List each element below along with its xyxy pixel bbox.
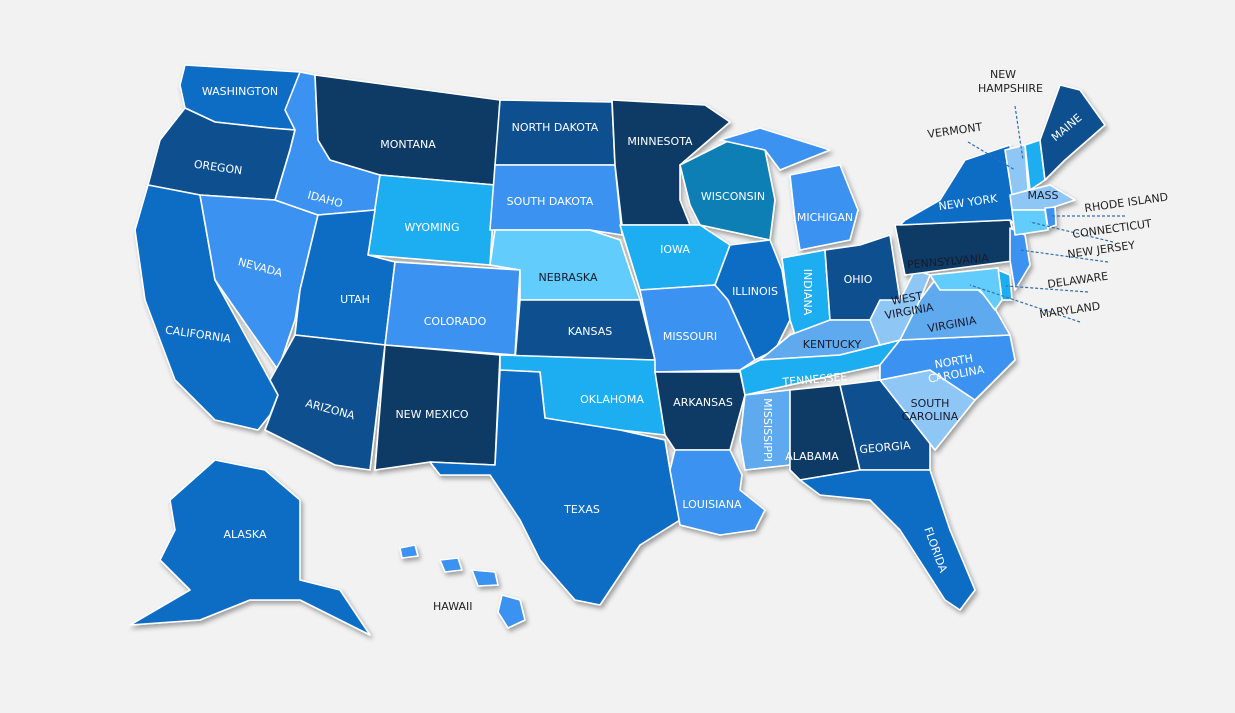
leader-line-vt [967,141,1016,171]
state-label-co: COLORADO [424,315,487,328]
state-label-mi: MICHIGAN [797,211,853,224]
state-label-ky: KENTUCKY [803,338,862,351]
state-label-tx: TEXAS [563,503,600,516]
state-ri[interactable] [1044,206,1057,229]
state-ms[interactable] [739,389,791,471]
state-label-nh: NEW HAMPSHIRE [978,68,1043,95]
state-label-wa: WASHINGTON [202,85,278,98]
state-label-al: ALABAMA [785,450,839,463]
state-hi[interactable] [399,544,419,559]
state-label-la: LOUISIANA [682,498,742,511]
state-mn[interactable] [611,99,731,226]
state-label-ma: MASS [1028,189,1059,202]
state-label-ri: RHODE ISLAND [1084,190,1169,215]
state-label-ar: ARKANSAS [673,396,733,409]
state-label-nm: NEW MEXICO [395,408,468,421]
state-label-sc: SOUTH CAROLINA [902,397,959,423]
state-label-ut: UTAH [340,293,370,306]
state-label-nd: NORTH DAKOTA [512,121,599,134]
state-label-mn: MINNESOTA [627,135,693,148]
state-label-in: INDIANA [801,269,814,316]
state-label-tn: TENNESSEE [781,370,848,389]
state-ia[interactable] [619,224,731,291]
state-ak[interactable] [129,459,371,636]
state-la[interactable] [669,449,766,536]
state-label-vt: VERMONT [927,120,984,141]
state-label-de: DELAWARE [1047,270,1109,291]
leader-line-nh [1014,105,1024,161]
state-mi[interactable] [719,127,831,171]
state-label-mt: MONTANA [380,138,436,151]
leader-line-de [1005,285,1089,293]
state-label-ct: CONNECTICUT [1072,217,1153,241]
state-label-md: MARYLAND [1039,300,1101,321]
state-label-ia: IOWA [660,243,690,256]
state-label-wy: WYOMING [404,221,459,234]
state-mi[interactable] [789,164,859,251]
state-ny[interactable] [899,144,1021,231]
state-label-ne: NEBRASKA [539,271,598,284]
state-wy[interactable] [367,174,496,266]
state-fl[interactable] [799,469,976,611]
state-label-ak: ALASKA [224,528,267,541]
state-hi[interactable] [471,569,499,587]
state-nj[interactable] [1009,227,1031,291]
state-co[interactable] [384,261,521,356]
state-label-ms: MISSISSIPPI [761,398,774,462]
state-label-sd: SOUTH DAKOTA [507,195,594,208]
state-label-ga: GEORGIA [859,439,911,456]
state-label-oh: OHIO [844,273,873,286]
leader-line-md [969,284,1081,323]
state-sd[interactable] [489,164,623,236]
state-hi[interactable] [439,557,463,573]
state-label-wi: WISCONSIN [701,190,765,203]
state-md[interactable] [929,267,1003,311]
state-me[interactable] [1039,84,1106,181]
state-label-hi: HAWAII [433,600,472,613]
state-az[interactable] [264,334,386,471]
state-hi[interactable] [497,594,526,629]
state-tx[interactable] [429,369,681,606]
state-label-mo: MISSOURI [663,330,717,343]
state-label-ks: KANSAS [568,325,612,338]
state-ma[interactable] [1009,184,1076,211]
state-ar[interactable] [654,371,746,451]
state-label-nj: NEW JERSEY [1067,239,1136,261]
state-label-il: ILLINOIS [732,285,778,298]
state-label-ok: OKLAHOMA [580,393,644,406]
leader-line-ct [1029,221,1114,243]
